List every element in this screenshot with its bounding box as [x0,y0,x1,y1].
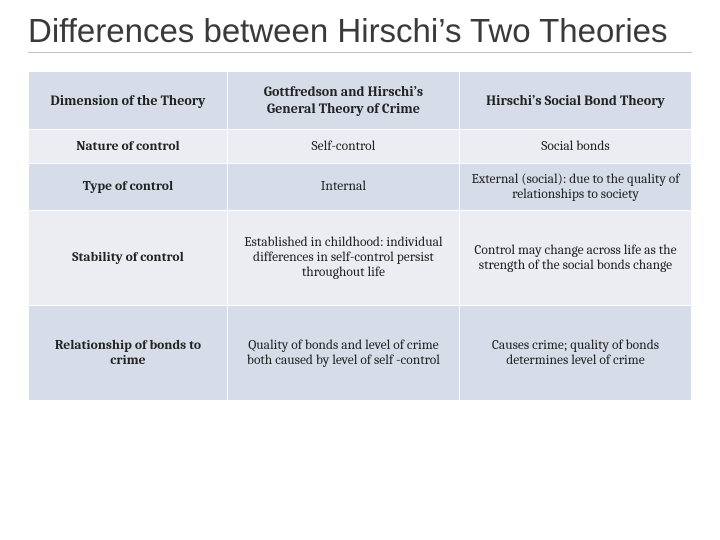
table-row: Stability of control Established in chil… [29,210,692,305]
title-underline: Differences between Hirschi’s Two Theori… [28,12,692,53]
row-label-stability: Stability of control [29,210,228,305]
col-header-general-theory: Gottfredson and Hirschi’s General Theory… [227,71,459,129]
cell-stability-general: Established in childhood: individual dif… [227,210,459,305]
table-row: Nature of control Self-control Social bo… [29,129,692,163]
cell-nature-general: Self-control [227,129,459,163]
cell-type-social: External (social): due to the quality of… [459,163,691,210]
comparison-table: Dimension of the Theory Gottfredson and … [28,71,692,401]
col-header-social-bond-theory: Hirschi’s Social Bond Theory [459,71,691,129]
cell-relationship-general: Quality of bonds and level of crime both… [227,305,459,400]
table-header-row: Dimension of the Theory Gottfredson and … [29,71,692,129]
row-label-relationship: Relationship of bonds to crime [29,305,228,400]
row-label-nature: Nature of control [29,129,228,163]
slide: Differences between Hirschi’s Two Theori… [0,0,720,540]
col-header-dimension: Dimension of the Theory [29,71,228,129]
page-title: Differences between Hirschi’s Two Theori… [28,12,692,50]
cell-relationship-social: Causes crime; quality of bonds determine… [459,305,691,400]
row-label-type: Type of control [29,163,228,210]
table-row: Type of control Internal External (socia… [29,163,692,210]
cell-nature-social: Social bonds [459,129,691,163]
table-row: Relationship of bonds to crime Quality o… [29,305,692,400]
cell-type-general: Internal [227,163,459,210]
cell-stability-social: Control may change across life as the st… [459,210,691,305]
